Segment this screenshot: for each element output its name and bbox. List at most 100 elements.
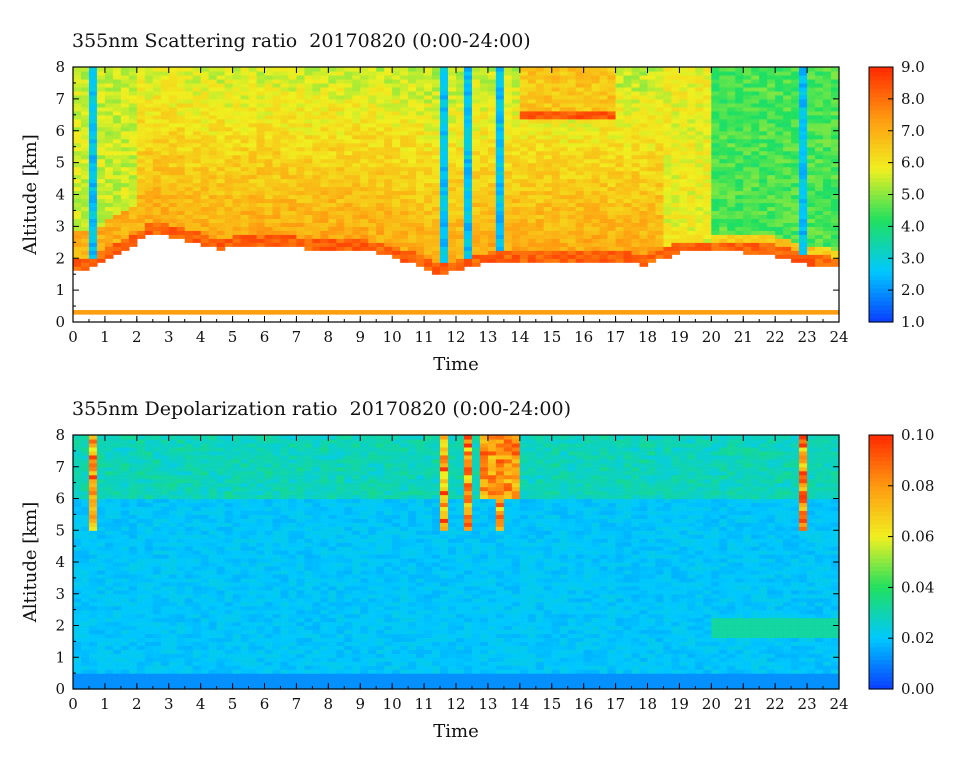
heatmap-cell bbox=[511, 242, 521, 247]
heatmap-cell bbox=[647, 254, 657, 259]
heatmap-cell bbox=[216, 98, 226, 104]
heatmap-cell bbox=[288, 182, 298, 188]
heatmap-cell bbox=[312, 67, 321, 72]
heatmap-cell bbox=[376, 242, 385, 247]
heatmap-cell bbox=[535, 186, 545, 192]
heatmap-cell bbox=[671, 67, 681, 72]
heatmap-cell bbox=[232, 230, 242, 235]
heatmap-cell bbox=[479, 214, 489, 219]
heatmap-cell bbox=[727, 222, 736, 227]
heatmap-cell bbox=[791, 238, 800, 243]
heatmap-cell bbox=[607, 114, 617, 120]
heatmap-cell bbox=[783, 82, 792, 88]
heatmap-cell bbox=[200, 170, 210, 176]
heatmap-cell bbox=[176, 90, 186, 96]
heatmap-cell bbox=[216, 146, 226, 152]
heatmap-cell bbox=[352, 214, 361, 219]
heatmap-cell bbox=[384, 90, 393, 96]
heatmap-cell bbox=[176, 170, 186, 176]
heatmap-cell bbox=[575, 98, 585, 104]
heatmap-cell bbox=[543, 158, 553, 164]
heatmap-cell bbox=[352, 106, 361, 112]
heatmap-cell bbox=[631, 70, 641, 76]
heatmap-cell bbox=[559, 162, 569, 168]
heatmap-cell bbox=[535, 210, 545, 216]
heatmap-cell bbox=[232, 210, 242, 216]
heatmap-cell bbox=[96, 170, 106, 176]
heatmap-cell bbox=[735, 150, 744, 156]
heatmap-cell bbox=[551, 142, 561, 148]
heatmap-cell bbox=[647, 230, 657, 235]
heatmap-cell bbox=[296, 142, 305, 148]
heatmap-cell bbox=[687, 242, 696, 247]
heatmap-cell bbox=[471, 246, 481, 251]
heatmap-cell bbox=[296, 186, 305, 192]
heatmap-cell bbox=[360, 146, 369, 152]
heatmap-cell bbox=[583, 82, 593, 88]
heatmap-cell bbox=[80, 182, 90, 188]
heatmap-cell bbox=[120, 210, 130, 216]
heatmap-cell bbox=[216, 110, 226, 116]
heatmap-cell bbox=[567, 198, 577, 204]
heatmap-cell bbox=[376, 230, 385, 235]
heatmap-cell bbox=[775, 67, 784, 72]
y-tick-label: 1 bbox=[55, 281, 65, 299]
heatmap-cell bbox=[687, 106, 696, 112]
heatmap-cell bbox=[272, 210, 282, 216]
heatmap-cell bbox=[575, 110, 585, 116]
heatmap-cell bbox=[448, 130, 457, 136]
heatmap-cell bbox=[80, 78, 90, 84]
heatmap-cell bbox=[551, 150, 561, 156]
heatmap-cell bbox=[80, 573, 90, 579]
heatmap-cell bbox=[599, 102, 609, 108]
heatmap-cell bbox=[655, 170, 665, 176]
heatmap-cell bbox=[368, 126, 377, 132]
heatmap-cell bbox=[73, 102, 82, 108]
heatmap-cell bbox=[264, 202, 274, 208]
heatmap-cell bbox=[567, 214, 577, 219]
heatmap-cell bbox=[176, 230, 186, 235]
heatmap-cell bbox=[479, 258, 489, 263]
heatmap-cell bbox=[671, 130, 681, 136]
heatmap-cell bbox=[408, 78, 417, 84]
heatmap-cell bbox=[288, 238, 298, 243]
colorbar-segment bbox=[869, 254, 893, 259]
heatmap-cell bbox=[304, 214, 313, 219]
heatmap-cell bbox=[719, 214, 728, 219]
heatmap-cell bbox=[743, 134, 752, 140]
heatmap-cell bbox=[615, 114, 625, 120]
heatmap-cell bbox=[232, 154, 242, 160]
heatmap-cell bbox=[296, 114, 305, 120]
heatmap-cell bbox=[519, 258, 529, 263]
heatmap-cell bbox=[751, 154, 760, 160]
heatmap-cell bbox=[807, 130, 816, 136]
heatmap-cell bbox=[448, 110, 457, 116]
heatmap-cell bbox=[80, 518, 90, 523]
heatmap-cell bbox=[807, 126, 816, 132]
heatmap-cell bbox=[831, 222, 840, 227]
heatmap-cell bbox=[607, 238, 617, 243]
heatmap-cell bbox=[519, 238, 529, 243]
heatmap-cell bbox=[791, 130, 800, 136]
heatmap-cell bbox=[296, 190, 305, 196]
heatmap-cell bbox=[256, 114, 266, 120]
heatmap-cell bbox=[671, 86, 681, 92]
heatmap-cell bbox=[655, 186, 665, 192]
heatmap-cell bbox=[471, 114, 481, 120]
heatmap-cell bbox=[503, 190, 513, 196]
heatmap-cell bbox=[559, 106, 569, 112]
heatmap-cell bbox=[671, 238, 681, 243]
heatmap-cell bbox=[400, 254, 409, 259]
heatmap-cell bbox=[392, 98, 401, 104]
heatmap-cell bbox=[743, 206, 752, 212]
heatmap-cell bbox=[264, 238, 274, 243]
heatmap-cell bbox=[583, 70, 593, 76]
heatmap-cell bbox=[320, 242, 329, 247]
heatmap-cell bbox=[73, 90, 82, 96]
heatmap-cell bbox=[80, 641, 90, 646]
heatmap-cell bbox=[128, 86, 138, 92]
heatmap-cell bbox=[775, 150, 784, 156]
heatmap-cell bbox=[727, 130, 736, 136]
heatmap-cell bbox=[344, 210, 353, 216]
heatmap-cell bbox=[615, 74, 625, 80]
